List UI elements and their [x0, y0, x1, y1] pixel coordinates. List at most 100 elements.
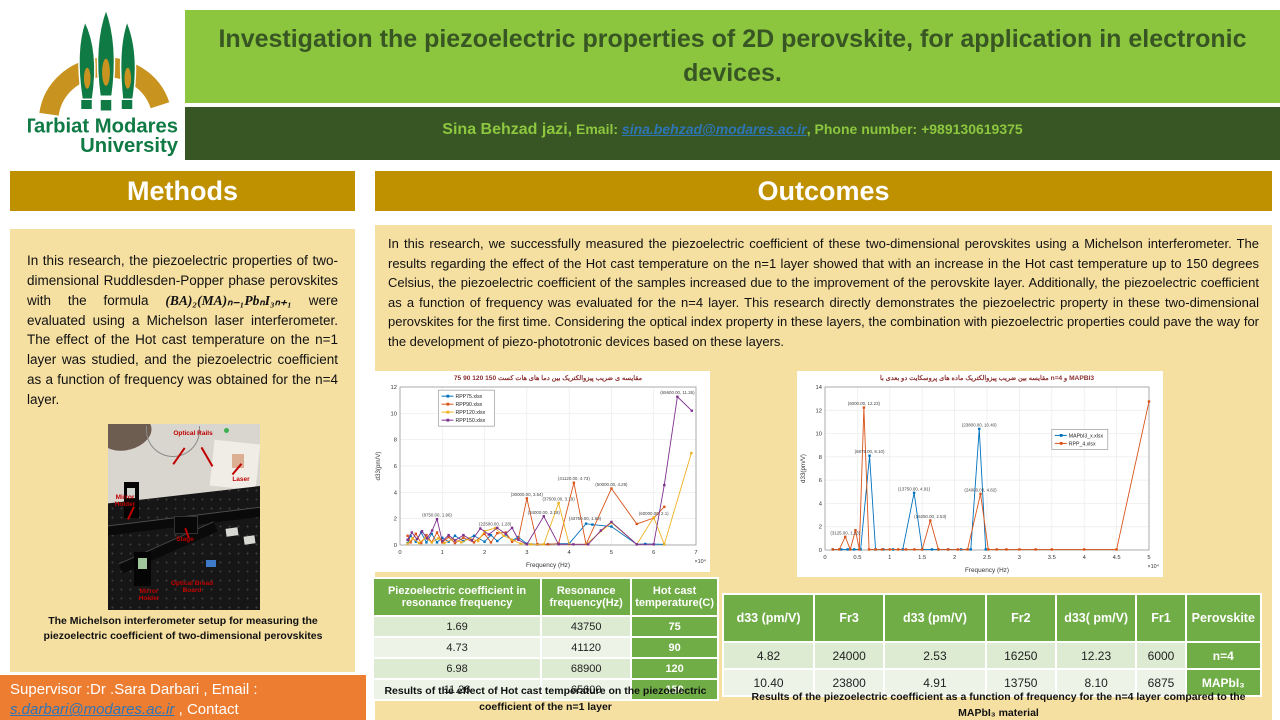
phone-number: +989130619375: [921, 121, 1023, 137]
column-header: d33( pm/V): [1056, 595, 1136, 641]
methods-section-header: Methods: [10, 171, 355, 211]
svg-text:4: 4: [568, 550, 572, 556]
email-label: Email:: [572, 121, 622, 137]
svg-text:(37500.00, 3.19): (37500.00, 3.19): [542, 496, 575, 501]
svg-text:RPP75.xlsx: RPP75.xlsx: [455, 394, 482, 400]
photo-label-bread-board: Optical Bread Board: [170, 580, 214, 595]
supervisor-box: Supervisor :Dr .Sara Darbari , Email : s…: [0, 675, 366, 720]
photo-green-led: [224, 428, 229, 433]
svg-text:(8750.00, 1.96): (8750.00, 1.96): [422, 513, 452, 518]
table-cell: 43750: [542, 617, 631, 636]
svg-text:3: 3: [525, 550, 528, 556]
svg-text:RPP_4.xlsx: RPP_4.xlsx: [1069, 441, 1096, 447]
table2-caption: Results of the piezoelectric coefficient…: [751, 691, 1246, 719]
supervisor-email-link[interactable]: s.darbari@modares.ac.ir: [10, 701, 175, 719]
svg-text:8: 8: [394, 438, 397, 444]
logo-text-line2: University: [80, 135, 179, 157]
svg-text:(34000.00, 2.18): (34000.00, 2.18): [528, 510, 561, 515]
interferometer-photo: Optical Rails Laser Mirror Holder Stage …: [108, 424, 260, 610]
table-cell: 65600: [542, 680, 631, 699]
column-header: Fr1: [1137, 595, 1185, 641]
svg-text:0: 0: [398, 550, 401, 556]
svg-text:6: 6: [652, 550, 655, 556]
table-cell: 23800: [815, 670, 884, 695]
svg-text:RPP90.xlsx: RPP90.xlsx: [455, 402, 482, 408]
svg-text:Frequency (Hz): Frequency (Hz): [526, 562, 570, 569]
methods-photo-caption: The Michelson interferometer setup for m…: [43, 615, 323, 643]
svg-text:RPP150.xlsx: RPP150.xlsx: [455, 418, 485, 424]
svg-text:d33(pm/V): d33(pm/V): [800, 454, 807, 483]
svg-text:2: 2: [953, 555, 956, 561]
svg-text:2: 2: [819, 525, 822, 531]
svg-text:MAPbI3_x.xlsx: MAPbI3_x.xlsx: [1069, 433, 1104, 439]
table-cell: 12.23: [1056, 643, 1136, 668]
svg-text:12: 12: [816, 408, 822, 414]
svg-text:6: 6: [819, 478, 822, 484]
column-header: Fr2: [986, 595, 1055, 641]
table1-caption: Results of the effect of Hot cast temper…: [384, 685, 707, 713]
table-header-row: Piezoelectric coefficient in resonance f…: [374, 579, 717, 615]
supervisor-line1: Supervisor :Dr .Sara Darbari , Email :: [10, 681, 258, 698]
svg-text:(22500.00, 1.28): (22500.00, 1.28): [479, 522, 512, 527]
svg-text:5: 5: [610, 550, 613, 556]
column-header: Hot cast temperature(C): [632, 579, 717, 615]
svg-text:1: 1: [441, 550, 444, 556]
table-cell: 1.69: [374, 617, 541, 636]
svg-text:2.5: 2.5: [983, 555, 991, 561]
logo-cypress-trees: [78, 7, 137, 112]
table-row: 6.98 68900 120: [374, 659, 717, 678]
svg-text:(30000.00, 3.54): (30000.00, 3.54): [511, 492, 544, 497]
svg-text:(23800.00, 10.40): (23800.00, 10.40): [962, 422, 997, 427]
phone-label: , Phone number:: [806, 121, 922, 137]
svg-text:(50000.00, 4.29): (50000.00, 4.29): [595, 482, 628, 487]
svg-text:d33(pm/V): d33(pm/V): [375, 452, 382, 481]
table-cell: 75: [632, 617, 717, 636]
svg-text:(3125.00, 1.13): (3125.00, 1.13): [830, 530, 860, 535]
table-cell: 11.26: [374, 680, 541, 699]
photo-label-mirror-holder-2: Mirror Holder: [138, 588, 160, 603]
poster-title: Investigation the piezoelectric properti…: [218, 24, 1247, 87]
svg-text:2: 2: [394, 517, 397, 523]
column-header: Piezoelectric coefficient in resonance f…: [374, 579, 541, 615]
table-cell: 4.91: [885, 670, 985, 695]
svg-text:(13750.00, 4.91): (13750.00, 4.91): [898, 486, 931, 491]
svg-text:(6875.00, 8.10): (6875.00, 8.10): [855, 449, 885, 454]
svg-text:6: 6: [394, 464, 397, 470]
svg-text:×10⁴: ×10⁴: [1148, 564, 1160, 570]
table-cell: 90: [632, 638, 717, 657]
methods-text-pre: In this research, the piezoelectric prop…: [27, 253, 338, 308]
svg-text:(6000.00, 12.23): (6000.00, 12.23): [848, 401, 881, 406]
svg-text:8: 8: [819, 455, 822, 461]
author-email-link[interactable]: sina.behzad@modares.ac.ir: [621, 121, 807, 137]
mapbi3-comparison-chart: 0 0.5 1 1.5 2 2.5 3 3.5 4 4.5 5 0 2 4 6 8 10 12 14 مقایسه ب…: [797, 371, 1163, 577]
table-cell: 150: [632, 680, 717, 699]
svg-text:0: 0: [823, 555, 826, 561]
methods-text-post: were evaluated using a Michelson laser i…: [27, 292, 339, 407]
table-cell: 24000: [815, 643, 884, 668]
column-header: Perovskite: [1186, 595, 1260, 641]
university-logo: Tarbiat Modares University: [23, 6, 184, 158]
svg-text:(60000.00, 2.1): (60000.00, 2.1): [639, 511, 669, 516]
table-cell: 6000: [1137, 643, 1185, 668]
svg-text:10: 10: [816, 432, 822, 438]
table-row: 4.73 41120 90: [374, 638, 717, 657]
photo-blue-part: [206, 560, 216, 567]
photo-label-optical-rails: Optical Rails: [173, 430, 213, 437]
svg-text:(43750.00, 1.69): (43750.00, 1.69): [569, 516, 602, 521]
supervisor-contact: , Contact info:+98(21)82883524: [178, 701, 239, 719]
column-header: Resonance frequency(Hz): [542, 579, 631, 615]
logo-text-line1: Tarbiat Modares: [28, 115, 178, 137]
column-header: Fr3: [815, 595, 884, 641]
photo-label-mirror-holder-1: Mirror Holder: [114, 494, 136, 509]
svg-text:7: 7: [694, 550, 697, 556]
svg-text:مقایسه ی ضریب پیزوالکتریک بین: مقایسه ی ضریب پیزوالکتریک بین دما های ها…: [454, 374, 643, 382]
svg-text:Frequency (Hz): Frequency (Hz): [965, 567, 1009, 574]
svg-text:4: 4: [1083, 555, 1087, 561]
svg-text:4.5: 4.5: [1113, 555, 1121, 561]
table-cell: 120: [632, 659, 717, 678]
table-row: 10.40 23800 4.91 13750 8.10 6875 MAPbI₃: [724, 670, 1260, 695]
outcomes-section-header: Outcomes: [375, 171, 1272, 211]
photo-lens-chip1: [225, 527, 239, 537]
table-cell: 16250: [986, 643, 1055, 668]
